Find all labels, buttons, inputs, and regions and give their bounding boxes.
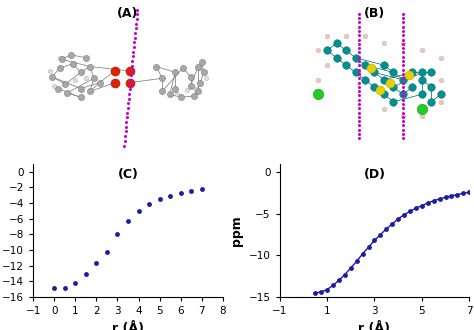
Text: (A): (A): [117, 7, 139, 19]
Point: [124, 218, 132, 224]
Point: [103, 249, 111, 254]
X-axis label: r (Å): r (Å): [358, 321, 391, 330]
Text: (C): (C): [118, 168, 138, 181]
Point: [198, 186, 206, 192]
Point: [135, 208, 142, 214]
Point: [61, 285, 69, 290]
Point: [50, 286, 58, 291]
Point: [145, 201, 153, 207]
Text: (B): (B): [364, 7, 385, 19]
Point: [166, 193, 174, 199]
Point: [92, 260, 100, 265]
Point: [72, 280, 79, 285]
Point: [177, 190, 184, 196]
Y-axis label: ppm: ppm: [230, 215, 243, 246]
Point: [114, 232, 121, 237]
Point: [187, 188, 195, 193]
Point: [156, 197, 164, 202]
X-axis label: r (Å): r (Å): [112, 321, 144, 330]
Text: (D): (D): [364, 168, 385, 181]
Point: [82, 271, 90, 276]
